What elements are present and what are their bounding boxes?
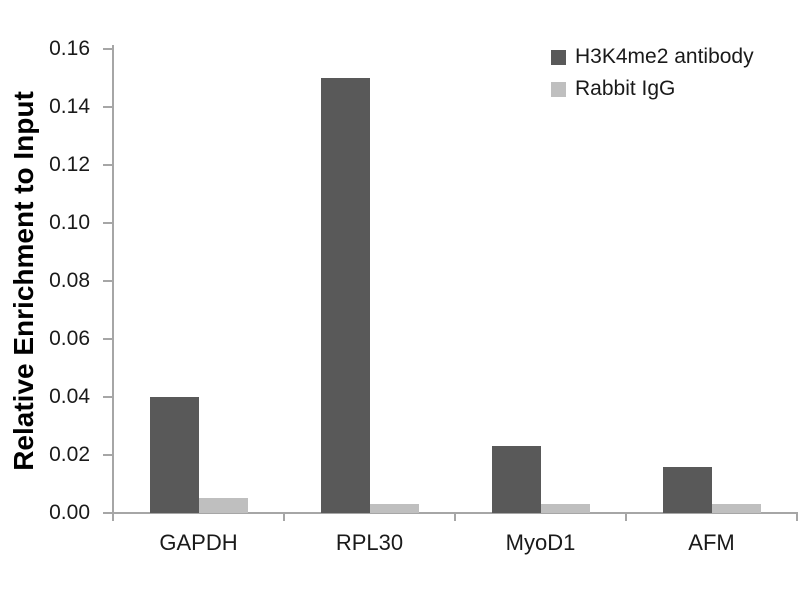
x-category-label-gapdh: GAPDH [159, 530, 238, 555]
y-tick-mark [103, 338, 112, 340]
bar-h3k4me2-antibody-rpl30 [321, 78, 370, 513]
y-tick-mark [103, 106, 112, 108]
y-tick-label-0.16: 0.16 [49, 37, 90, 60]
y-tick-mark [103, 164, 112, 166]
bar-rabbit-igg-gapdh [199, 498, 248, 513]
legend-item-h3k4me2-antibody: H3K4me2 antibody [551, 45, 754, 69]
x-tick-mark [283, 512, 285, 521]
y-tick-label-0.04: 0.04 [49, 385, 90, 408]
y-tick-label-0.14: 0.14 [49, 95, 90, 118]
x-category-label-afm: AFM [688, 530, 735, 555]
y-tick-label-0.06: 0.06 [49, 327, 90, 350]
y-tick-mark [103, 396, 112, 398]
bar-h3k4me2-antibody-afm [663, 467, 712, 513]
y-tick-mark [103, 222, 112, 224]
legend-label-rabbit-igg: Rabbit IgG [575, 77, 676, 100]
x-tick-mark [112, 512, 114, 521]
bar-rabbit-igg-rpl30 [370, 504, 419, 513]
y-tick-label-0.02: 0.02 [49, 443, 90, 466]
y-tick-mark [103, 512, 112, 514]
y-axis-line [112, 45, 114, 514]
legend-label-h3k4me2: H3K4me2 antibody [575, 45, 754, 68]
x-tick-mark [796, 512, 798, 521]
x-category-label-rpl30: RPL30 [335, 530, 404, 555]
legend: H3K4me2 antibody Rabbit IgG [551, 45, 754, 109]
bar-h3k4me2-antibody-gapdh [150, 397, 199, 513]
legend-swatch-h3k4me2-icon [551, 49, 566, 65]
y-tick-mark [103, 280, 112, 282]
x-category-label-myod1: MyoD1 [505, 530, 576, 555]
bar-rabbit-igg-afm [712, 504, 761, 513]
y-tick-label-0.10: 0.10 [49, 211, 90, 234]
legend-swatch-rabbit-igg-icon [551, 81, 566, 97]
legend-item-rabbit-igg: Rabbit IgG [551, 77, 754, 101]
y-tick-mark [103, 454, 112, 456]
y-tick-label-0.12: 0.12 [49, 153, 90, 176]
x-tick-mark [625, 512, 627, 521]
y-tick-label-0.08: 0.08 [49, 269, 90, 292]
bar-h3k4me2-antibody-myod1 [492, 446, 541, 513]
y-tick-mark [103, 48, 112, 50]
y-tick-label-0.00: 0.00 [49, 501, 90, 524]
bar-rabbit-igg-myod1 [541, 504, 590, 513]
x-tick-mark [454, 512, 456, 521]
